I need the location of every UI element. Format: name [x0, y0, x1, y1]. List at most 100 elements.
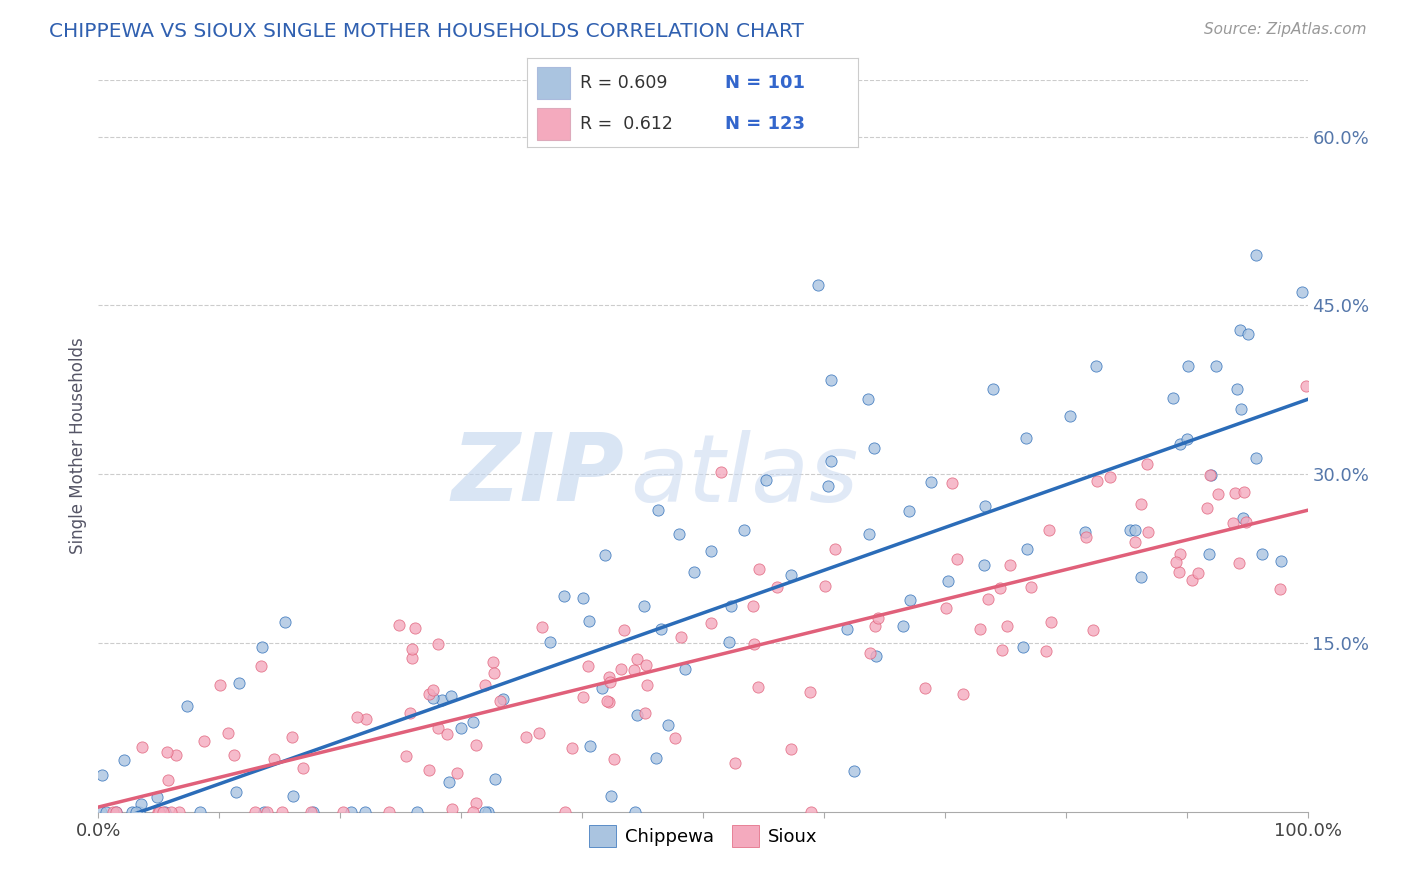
- Point: [474, 805, 496, 819]
- Point: [673, 662, 696, 676]
- Point: [603, 752, 626, 766]
- Point: [1251, 547, 1274, 561]
- Point: [683, 565, 706, 579]
- Text: atlas: atlas: [630, 430, 859, 521]
- Point: [121, 805, 143, 819]
- Point: [817, 479, 839, 493]
- Point: [1136, 525, 1159, 540]
- Point: [263, 752, 285, 766]
- Point: [90, 805, 112, 819]
- Point: [865, 648, 887, 663]
- Point: [814, 579, 837, 593]
- Point: [820, 454, 842, 468]
- Point: [952, 687, 974, 701]
- Point: [105, 805, 128, 819]
- Point: [1059, 409, 1081, 423]
- Point: [700, 544, 723, 558]
- Point: [623, 664, 645, 678]
- Point: [571, 690, 593, 705]
- Point: [354, 713, 377, 727]
- Point: [1168, 437, 1191, 451]
- Point: [920, 475, 942, 490]
- Point: [941, 475, 963, 490]
- Point: [1123, 534, 1146, 549]
- Point: [1040, 615, 1063, 629]
- Point: [936, 574, 959, 588]
- Point: [531, 620, 554, 634]
- Point: [1038, 523, 1060, 537]
- Point: [554, 805, 576, 819]
- Point: [1234, 516, 1257, 530]
- Point: [598, 695, 620, 709]
- Point: [156, 772, 179, 787]
- Point: [755, 473, 778, 487]
- Point: [1161, 391, 1184, 405]
- Point: [401, 641, 423, 656]
- Point: [1118, 524, 1140, 538]
- Point: [634, 706, 657, 720]
- Point: [1233, 485, 1256, 500]
- Point: [1085, 359, 1108, 373]
- Point: [710, 465, 733, 479]
- Point: [1017, 542, 1039, 557]
- Point: [104, 805, 127, 819]
- Point: [863, 441, 886, 455]
- Point: [1222, 516, 1244, 531]
- Point: [461, 805, 484, 819]
- Point: [897, 504, 920, 518]
- Point: [766, 580, 789, 594]
- Point: [800, 805, 823, 819]
- Point: [609, 662, 631, 676]
- Point: [647, 503, 669, 517]
- Point: [418, 764, 440, 778]
- Point: [995, 619, 1018, 633]
- Point: [624, 805, 647, 819]
- Point: [1164, 556, 1187, 570]
- Point: [1181, 574, 1204, 588]
- Point: [332, 805, 354, 819]
- Point: [866, 611, 889, 625]
- Point: [1177, 359, 1199, 374]
- Point: [973, 499, 995, 513]
- Point: [256, 805, 278, 819]
- Point: [1229, 402, 1251, 417]
- Point: [579, 739, 602, 753]
- Point: [863, 619, 886, 633]
- Point: [515, 730, 537, 744]
- Point: [741, 599, 763, 613]
- Point: [1187, 566, 1209, 581]
- Point: [748, 562, 770, 576]
- Point: [650, 622, 672, 636]
- Point: [1236, 326, 1258, 341]
- Point: [1168, 547, 1191, 561]
- Point: [281, 730, 304, 744]
- Point: [167, 805, 190, 819]
- Point: [159, 805, 181, 819]
- Y-axis label: Single Mother Households: Single Mother Households: [69, 338, 87, 554]
- Point: [395, 748, 418, 763]
- Point: [1175, 432, 1198, 446]
- Point: [723, 756, 745, 770]
- Text: R =  0.612: R = 0.612: [581, 115, 673, 133]
- Point: [636, 678, 658, 692]
- Point: [799, 684, 821, 698]
- Point: [1099, 469, 1122, 483]
- Point: [990, 642, 1012, 657]
- Point: [188, 805, 211, 819]
- Point: [484, 772, 506, 787]
- Point: [388, 617, 411, 632]
- Point: [977, 592, 1000, 607]
- Point: [1083, 624, 1105, 638]
- Point: [720, 599, 742, 614]
- Point: [837, 623, 859, 637]
- Point: [626, 708, 648, 723]
- Point: [399, 706, 422, 720]
- Point: [446, 765, 468, 780]
- Text: N = 123: N = 123: [725, 115, 806, 133]
- Point: [112, 753, 135, 767]
- Point: [441, 802, 464, 816]
- Point: [271, 805, 294, 819]
- Point: [129, 797, 152, 812]
- Point: [780, 741, 803, 756]
- Point: [664, 731, 686, 745]
